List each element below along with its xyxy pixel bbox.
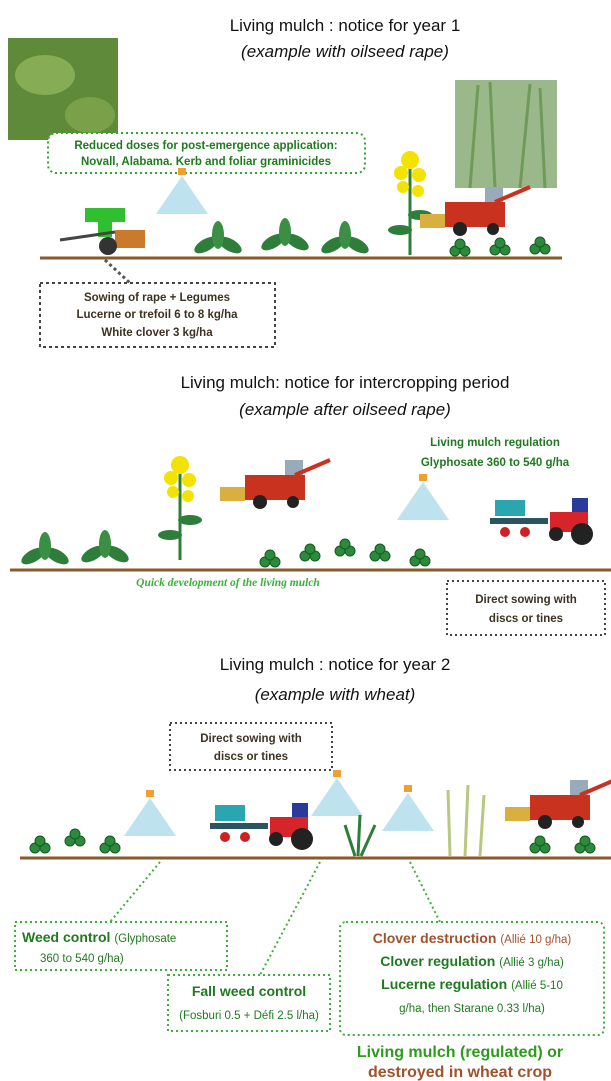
spray (311, 770, 363, 816)
section-title: Living mulch : notice for year 2 (220, 655, 451, 674)
section-subtitle: (example with wheat) (255, 685, 416, 704)
note-detail: (Fosburi 0.5 + Défi 2.5 l/ha) (179, 1010, 319, 1022)
section-title: Living mulch: notice for intercropping p… (181, 373, 510, 392)
note-detail: (Allié 10 g/ha) (500, 934, 571, 946)
clover (370, 544, 390, 561)
note-text: White clover 3 kg/ha (101, 327, 213, 339)
diagram: Living mulch : notice for year 1 (exampl… (0, 0, 611, 1081)
note-text: discs or tines (489, 613, 563, 625)
note-label: Clover regulation (380, 953, 495, 969)
rape-plant (388, 151, 432, 255)
note-detail: (Glyphosate (114, 933, 176, 945)
section-subtitle: (example with oilseed rape) (241, 42, 449, 61)
section-subtitle: (example after oilseed rape) (239, 400, 451, 419)
note-label: Clover destruction (373, 930, 497, 946)
photo-detail (15, 55, 75, 95)
note-text: Glyphosate 360 to 540 g/ha (421, 457, 570, 469)
note-detail: g/ha, then Starane 0.33 l/ha) (399, 1003, 545, 1015)
harvester (220, 460, 330, 509)
plant (192, 221, 245, 257)
rape-plant (158, 456, 202, 560)
photo-detail (65, 97, 115, 133)
clover (335, 539, 355, 556)
note-detail: (Allié 5-10 (511, 980, 563, 992)
clover (575, 836, 595, 853)
connector (105, 260, 130, 283)
note-box (447, 581, 605, 635)
harvester (505, 780, 611, 829)
clover (490, 238, 510, 255)
plant (19, 532, 72, 568)
seeder (60, 208, 145, 255)
note-label: Fall weed control (192, 983, 306, 999)
note-label: Lucerne regulation (381, 976, 507, 992)
weed (345, 815, 375, 856)
note-text: Sowing of rape + Legumes (84, 292, 230, 304)
note-detail: (Allié 3 g/ha) (499, 957, 564, 969)
harvester (420, 187, 530, 236)
tractor (490, 498, 593, 545)
note-text: Quick development of the living mulch (136, 577, 320, 589)
plant (79, 530, 132, 566)
plant (319, 221, 372, 257)
clover (450, 239, 470, 256)
note-text: Reduced doses for post-emergence applica… (74, 140, 337, 152)
note-text: Living mulch regulation (430, 437, 560, 449)
clover (530, 836, 550, 853)
wheat (448, 785, 484, 856)
spray (397, 474, 449, 520)
clover (260, 550, 280, 567)
section-title: Living mulch : notice for year 1 (230, 16, 461, 35)
plant (259, 218, 312, 254)
tractor (210, 803, 313, 850)
spray (382, 785, 434, 831)
clover (65, 829, 85, 846)
clover (410, 549, 430, 566)
footer-text: destroyed in wheat crop (368, 1064, 552, 1081)
spray (124, 790, 176, 836)
clover (30, 836, 50, 853)
note-text: discs or tines (214, 751, 288, 763)
note-label: Weed control (22, 929, 110, 945)
note-text: Direct sowing with (200, 733, 302, 745)
note-text: Direct sowing with (475, 594, 577, 606)
footer-text: Living mulch (regulated) or (357, 1044, 563, 1061)
clover (530, 237, 550, 254)
note-text: Lucerne or trefoil 6 to 8 kg/ha (76, 309, 238, 321)
clover (300, 544, 320, 561)
note-text: Novall, Alabama. Kerb and foliar gramini… (81, 156, 331, 168)
clover (100, 836, 120, 853)
spray (156, 168, 208, 214)
note-detail: 360 to 540 g/ha) (40, 953, 124, 965)
